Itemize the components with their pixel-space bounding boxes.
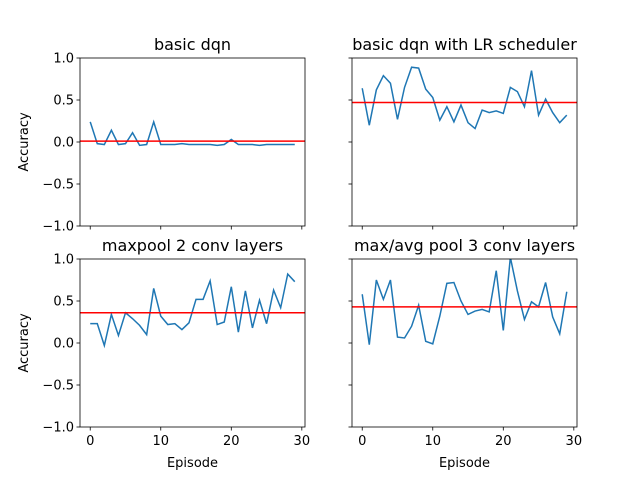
x-axis-label: Episode <box>167 456 218 471</box>
x-tick-label: 0 <box>358 434 366 449</box>
y-tick-label: 0.0 <box>53 136 74 151</box>
x-tick-label: 20 <box>223 434 240 449</box>
x-tick-label: 10 <box>152 434 169 449</box>
y-tick-label: −0.5 <box>42 178 74 193</box>
y-tick-label: −0.5 <box>42 379 74 394</box>
y-tick-label: 1.0 <box>53 253 74 268</box>
x-tick-label: 0 <box>86 434 94 449</box>
axes-frame <box>79 57 306 227</box>
y-tick-label: −1.0 <box>42 421 74 436</box>
subplot-title: maxpool 2 conv layers <box>102 236 283 255</box>
subplot-title: basic dqn <box>154 35 231 54</box>
y-tick-label: 0.5 <box>53 94 74 109</box>
y-tick-label: 0.0 <box>53 337 74 352</box>
y-tick-label: −1.0 <box>42 220 74 235</box>
y-tick-label: 0.5 <box>53 295 74 310</box>
y-tick-label: 1.0 <box>53 52 74 67</box>
line-series <box>89 119 295 147</box>
axes-frame <box>79 258 306 428</box>
x-tick-label: 30 <box>566 434 583 449</box>
x-tick-label: 30 <box>294 434 311 449</box>
subplot-title: max/avg pool 3 conv layers <box>354 236 575 255</box>
axes-frame <box>351 57 578 227</box>
line-series <box>361 66 568 130</box>
line-series <box>361 259 568 345</box>
subplot-title: basic dqn with LR scheduler <box>352 35 577 54</box>
y-axis-label: Accuracy <box>17 313 32 373</box>
line-series <box>90 272 296 349</box>
subplot: 0 10 20 30 max/avg pool 3 conv layers Episode <box>348 236 583 471</box>
axes-frame <box>351 258 578 428</box>
x-axis-label: Episode <box>439 456 490 471</box>
x-tick-label: 20 <box>495 434 512 449</box>
x-tick-label: 10 <box>424 434 441 449</box>
y-axis-label: Accuracy <box>17 112 32 172</box>
subplot: −1.0 −0.5 0.0 0.5 1.0 basic dqn Accuracy <box>17 35 306 235</box>
subplot: −1.0 −0.5 0.0 0.5 1.0 0 10 20 30 maxpool 2 conv l… <box>17 236 310 471</box>
subplot: basic dqn with LR scheduler <box>348 35 578 230</box>
